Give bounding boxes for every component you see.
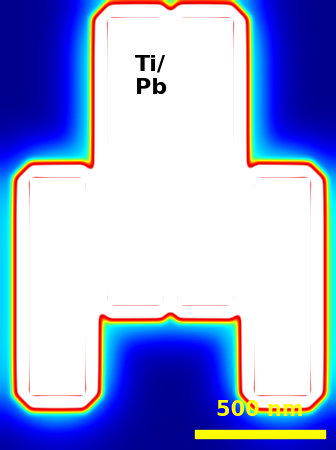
Bar: [195, 430, 325, 438]
Text: 500 nm: 500 nm: [216, 400, 304, 420]
Text: Ti/
Pb: Ti/ Pb: [135, 55, 167, 98]
